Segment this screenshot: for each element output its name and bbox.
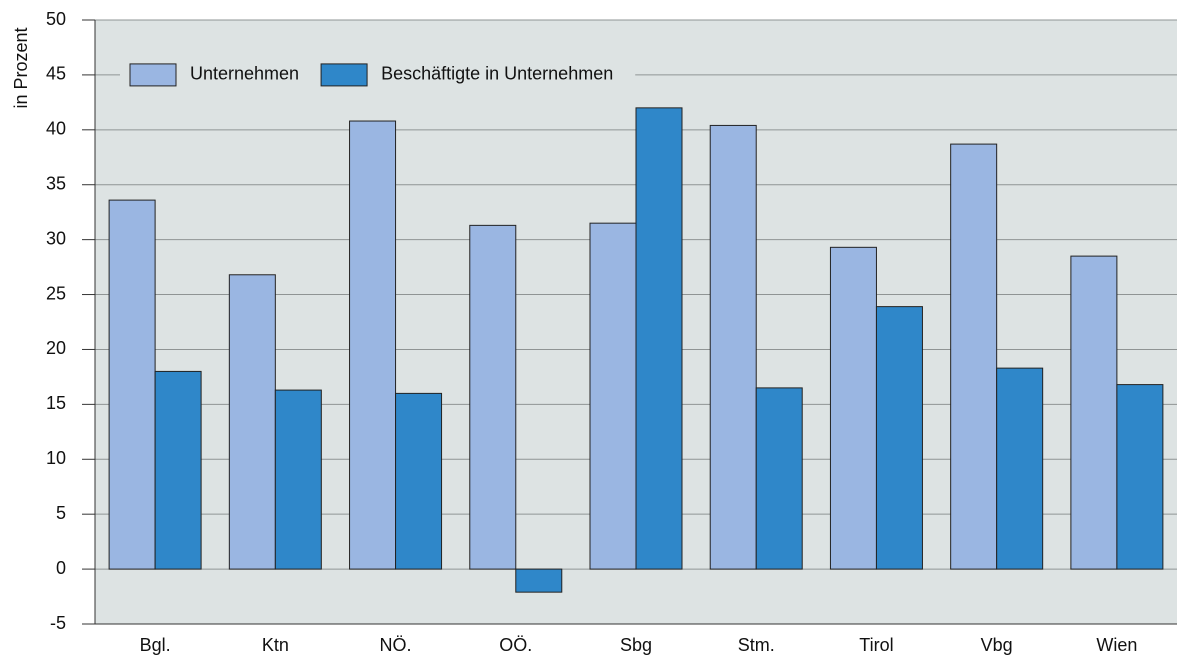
- x-tick-label: Stm.: [738, 635, 775, 655]
- legend-label: Beschäftigte in Unternehmen: [381, 64, 613, 84]
- x-tick-label: OÖ.: [499, 635, 532, 655]
- y-axis-label: in Prozent: [11, 27, 31, 108]
- bar: [996, 367, 1044, 570]
- y-tick-label: 35: [46, 173, 66, 193]
- x-tick-label: Sbg: [620, 635, 652, 655]
- x-tick-label: Wien: [1096, 635, 1137, 655]
- bar: [829, 246, 877, 570]
- x-tick-label: Bgl.: [140, 635, 171, 655]
- y-tick-label: 30: [46, 228, 66, 248]
- legend-swatch: [320, 63, 368, 87]
- y-tick-label: 45: [46, 64, 66, 84]
- legend-swatch: [129, 63, 177, 87]
- legend-label: Unternehmen: [190, 64, 299, 84]
- y-tick-label: 0: [56, 558, 66, 578]
- bar: [469, 224, 517, 570]
- y-tick-label: 15: [46, 393, 66, 413]
- x-tick-label: Ktn: [262, 635, 289, 655]
- y-tick-label: 20: [46, 338, 66, 358]
- bar: [755, 387, 803, 570]
- bar: [950, 143, 998, 570]
- bar: [709, 124, 757, 570]
- legend-background: [120, 58, 636, 91]
- bar: [395, 392, 443, 570]
- bar: [274, 389, 322, 570]
- bar: [1070, 255, 1118, 570]
- bar: [154, 370, 202, 570]
- x-tick-label: Tirol: [859, 635, 893, 655]
- bar: [228, 274, 276, 570]
- bar: [589, 222, 637, 570]
- y-tick-label: 25: [46, 283, 66, 303]
- bar: [875, 306, 923, 570]
- y-tick-label: 40: [46, 119, 66, 139]
- y-tick-label: 5: [56, 503, 66, 523]
- bar: [515, 568, 563, 593]
- bar: [108, 199, 156, 570]
- bar: [1116, 384, 1164, 570]
- bar: [349, 120, 397, 570]
- x-tick-label: Vbg: [981, 635, 1013, 655]
- bar: [635, 107, 683, 570]
- y-tick-label: 10: [46, 448, 66, 468]
- y-tick-label: 50: [46, 9, 66, 29]
- y-tick-label: -5: [50, 613, 66, 633]
- x-tick-label: NÖ.: [380, 635, 412, 655]
